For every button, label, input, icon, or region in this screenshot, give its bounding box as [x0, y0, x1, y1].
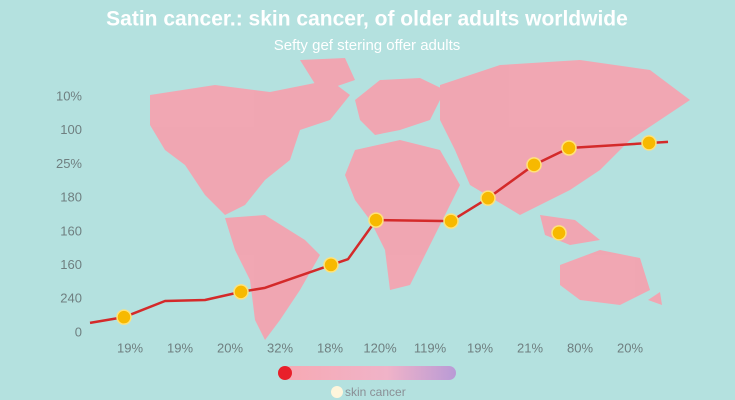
x-tick-label: 120%: [363, 340, 397, 355]
marker: [480, 190, 496, 206]
y-tick-label: 100: [60, 122, 82, 137]
x-tick-label: 19%: [467, 340, 493, 355]
marker: [116, 309, 132, 325]
chart-subtitle: Sefty gef stering offer adults: [274, 37, 461, 54]
x-tick-label: 19%: [167, 340, 193, 355]
x-tick-label: 20%: [217, 340, 243, 355]
y-tick-label: 10%: [56, 89, 82, 104]
legend-swatch: [331, 386, 343, 398]
marker: [551, 225, 567, 241]
marker: [561, 140, 577, 156]
world-map: [150, 58, 690, 340]
y-tick-label: 240: [60, 291, 82, 306]
x-tick-label: 32%: [267, 340, 293, 355]
y-tick-label: 180: [60, 190, 82, 205]
x-tick-label: 18%: [317, 340, 343, 355]
legend-gradient-start: [278, 366, 292, 380]
y-tick-label: 160: [60, 257, 82, 272]
marker: [526, 157, 542, 173]
legend-gradient: [284, 366, 456, 380]
y-tick-label: 160: [60, 223, 82, 238]
x-tick-label: 19%: [117, 340, 143, 355]
marker: [368, 212, 384, 228]
chart-title: Satin cancer.: skin cancer, of older adu…: [106, 8, 628, 31]
x-tick-label: 119%: [414, 340, 447, 355]
line: [89, 140, 669, 325]
legend-label: skin cancer: [345, 385, 406, 399]
x-tick-label: 21%: [517, 340, 543, 355]
marker: [443, 213, 459, 229]
y-tick-label: 25%: [56, 156, 82, 171]
x-tick-label: 20%: [617, 340, 643, 355]
marker: [323, 257, 339, 273]
x-tick-label: 80%: [567, 340, 593, 355]
marker: [233, 284, 249, 300]
marker: [641, 135, 657, 151]
y-tick-label: 0: [75, 324, 82, 339]
